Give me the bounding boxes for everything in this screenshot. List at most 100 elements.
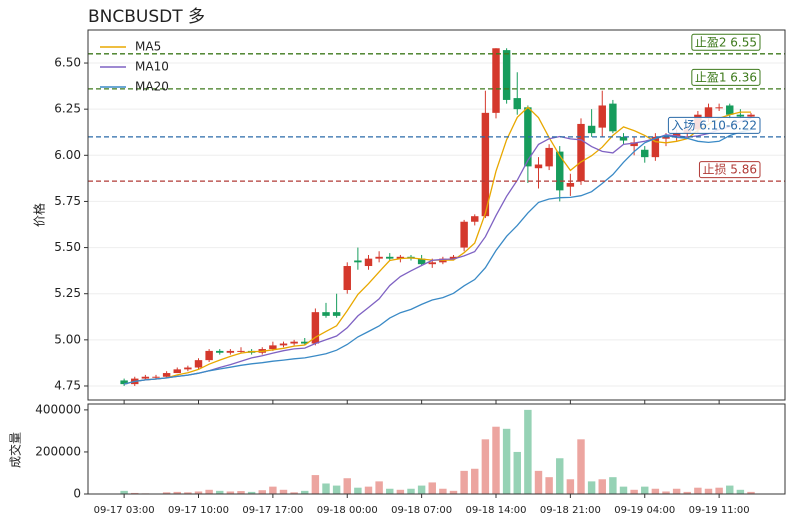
plot-frame: [87, 29, 786, 401]
chart-title: BNCBUSDT 多: [88, 7, 205, 27]
candle-body: [619, 136, 628, 141]
candle-body: [598, 105, 606, 128]
volume-bar: [545, 477, 553, 494]
y-tick-label: 6.50: [54, 56, 81, 70]
candle-body: [609, 103, 617, 132]
volume-bar: [162, 492, 171, 494]
candle-body: [449, 256, 458, 259]
volume-bar: [556, 458, 564, 494]
volume-bar: [471, 468, 479, 494]
legend-label: MA20: [135, 80, 169, 94]
volume-bar: [247, 491, 256, 494]
legend-label: MA5: [135, 40, 161, 54]
volume-bar: [492, 426, 500, 494]
volume-bar: [184, 492, 192, 494]
candle-body: [290, 341, 298, 344]
legend-label: MA10: [135, 60, 169, 74]
volume-tick-label: 0: [73, 487, 81, 501]
candle-body: [162, 373, 171, 377]
volume-bar: [747, 491, 755, 494]
candle-body: [386, 256, 394, 259]
volume-bar: [609, 477, 617, 494]
volume-bar: [279, 489, 288, 494]
volume-bar: [375, 481, 383, 494]
volume-bar: [598, 479, 606, 494]
volume-bar: [173, 491, 181, 494]
volume-bar: [502, 428, 511, 494]
candle-body: [460, 221, 468, 248]
y-tick-label: 4.75: [54, 378, 81, 392]
volume-bar: [439, 488, 447, 494]
candle-body: [194, 360, 203, 368]
volume-bar: [417, 485, 426, 494]
level-label: 入场 6.10-6.22: [671, 118, 757, 132]
y-tick-label: 6.00: [54, 148, 81, 162]
candle-body: [226, 350, 235, 353]
volume-tick-label: 400000: [35, 402, 81, 416]
volume-bar: [449, 490, 458, 494]
x-tick-label: 09-19 04:00: [614, 505, 675, 516]
candle-body: [417, 258, 426, 265]
candle-body: [332, 312, 341, 316]
candle-body: [715, 107, 723, 109]
candle-body: [566, 182, 575, 187]
candle-body: [630, 142, 638, 147]
x-tick-label: 09-17 17:00: [242, 505, 303, 516]
volume-bar: [513, 451, 521, 494]
candle-body: [747, 114, 755, 117]
volume-bar: [672, 488, 681, 494]
volume-bar: [258, 490, 266, 494]
level-tag: 入场 6.10-6.22: [667, 116, 761, 134]
volume-bar: [481, 439, 490, 494]
volume-bar: [216, 490, 224, 494]
volume-bar: [662, 491, 670, 494]
volume-bar: [396, 489, 405, 494]
candle-body: [545, 147, 553, 167]
volume-bar: [332, 485, 341, 494]
volume-bar: [354, 487, 362, 494]
candle-body: [428, 262, 436, 265]
volume-bar: [641, 486, 649, 494]
candle-body: [237, 350, 245, 352]
y-tick-label: 5.75: [54, 194, 81, 208]
volume-bar: [322, 483, 330, 494]
level-tag: 止盈1 6.36: [691, 68, 761, 86]
volume-tick-label: 200000: [35, 444, 81, 458]
y-tick-label: 5.00: [54, 332, 81, 346]
volume-bar: [386, 488, 394, 494]
volume-bar: [407, 488, 415, 494]
level-tag: 止盈2 6.55: [691, 33, 761, 51]
candle-body: [641, 149, 649, 158]
volume-bar: [587, 481, 596, 494]
candle-body: [216, 350, 224, 353]
candle-body: [301, 341, 309, 344]
ma-line: [123, 117, 752, 385]
candle-body: [364, 258, 373, 267]
volume-bar: [577, 439, 585, 494]
candle-body: [471, 216, 479, 222]
ma-line: [123, 129, 752, 385]
level-tag-box: [698, 161, 761, 179]
candle-body: [311, 312, 320, 344]
volume-bar: [131, 492, 139, 494]
volume-bar: [715, 487, 723, 494]
volume-bar: [726, 485, 734, 494]
candle-body: [524, 107, 532, 167]
volume-bar: [311, 475, 320, 494]
volume-bar: [428, 482, 436, 494]
volume-bar: [566, 479, 575, 494]
candle-body: [396, 256, 405, 259]
volume-bar: [736, 489, 745, 494]
candle-body: [726, 105, 734, 115]
candle-body: [672, 133, 681, 137]
candle-body: [502, 50, 511, 100]
x-tick-label: 09-18 07:00: [391, 505, 452, 516]
candle-body: [587, 125, 596, 134]
volume-bar: [226, 491, 235, 494]
x-tick-label: 09-18 14:00: [465, 505, 526, 516]
candle-body: [736, 114, 745, 117]
volume-bar: [534, 470, 543, 494]
volume-bar: [269, 486, 277, 494]
candle-body: [269, 345, 277, 350]
